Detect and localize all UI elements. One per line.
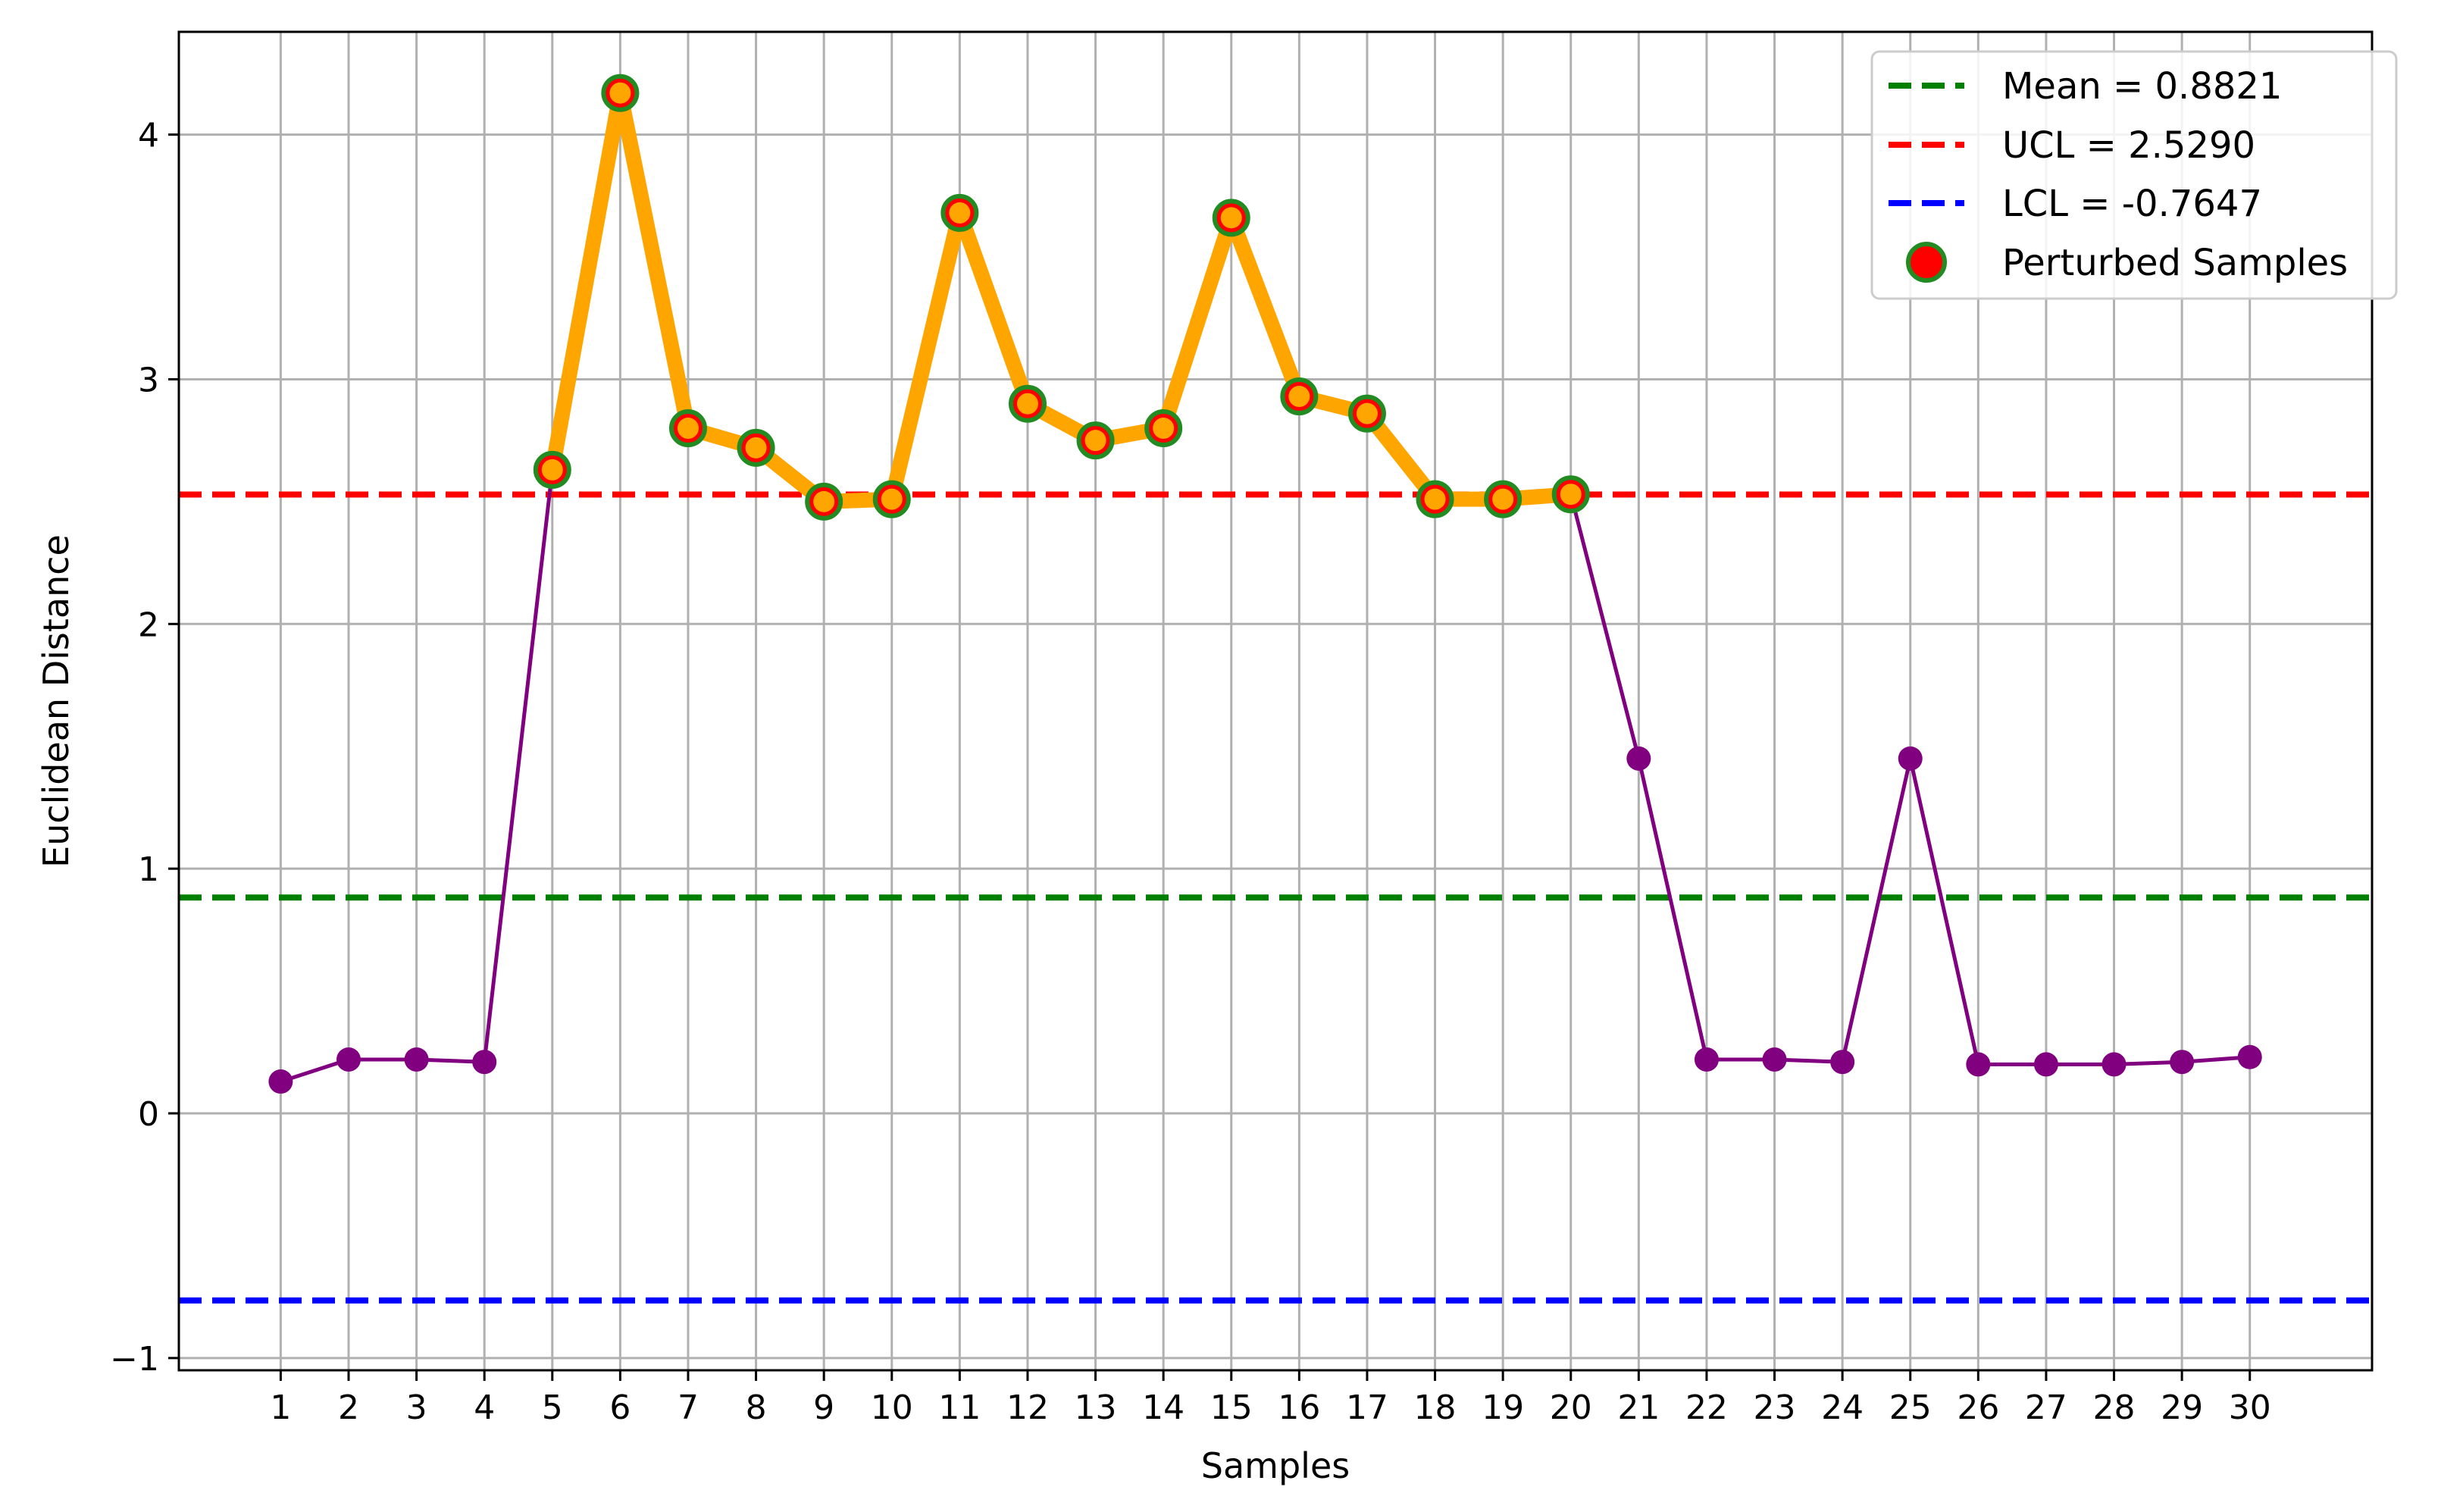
y-tick-label-0: 0: [138, 1095, 159, 1134]
perturbed-marker-fill-6: [609, 82, 631, 104]
x-tick-label-18: 18: [1414, 1388, 1457, 1427]
perturbed-marker-fill-9: [813, 490, 835, 512]
legend-box: [1870, 50, 2398, 300]
x-tick-label-14: 14: [1142, 1388, 1185, 1427]
x-tick-label-17: 17: [1346, 1388, 1388, 1427]
perturbed-marker-fill-13: [1084, 430, 1106, 452]
perturbed-marker-fill-14: [1153, 418, 1175, 440]
data-point-3: [404, 1047, 429, 1072]
y-tick-label--1: −1: [110, 1340, 159, 1379]
data-point-24: [1830, 1050, 1855, 1075]
data-series: [268, 74, 2262, 1094]
y-tick-label-2: 2: [138, 606, 159, 644]
x-tick-label-1: 1: [270, 1388, 291, 1427]
data-point-21: [1626, 746, 1651, 771]
x-tick-label-28: 28: [2093, 1388, 2136, 1427]
perturbed-marker-fill-15: [1220, 207, 1242, 229]
x-tick-label-7: 7: [678, 1388, 699, 1427]
perturbed-marker-fill-7: [677, 418, 699, 440]
plot-frame: [177, 30, 2374, 1372]
y-tick-label-3: 3: [138, 361, 159, 399]
data-point-22: [1694, 1047, 1719, 1072]
data-point-26: [1966, 1052, 1991, 1077]
legend-perturbed-samples-label: Perturbed Samples: [2002, 242, 2348, 284]
x-tick-label-8: 8: [746, 1388, 767, 1427]
x-tick-label-4: 4: [474, 1388, 495, 1427]
x-tick-label-5: 5: [542, 1388, 563, 1427]
legend-ucl-label: UCL = 2.5290: [2002, 124, 2255, 167]
legend-perturbed-samples-swatch: [1906, 242, 1947, 283]
legend-mean-label: Mean = 0.8821: [2002, 65, 2282, 108]
data-point-1: [268, 1069, 293, 1094]
perturbed-marker-fill-20: [1560, 484, 1582, 506]
data-point-29: [2170, 1050, 2195, 1075]
data-point-4: [472, 1050, 497, 1075]
x-tick-label-12: 12: [1006, 1388, 1049, 1427]
x-tick-label-21: 21: [1617, 1388, 1660, 1427]
y-tick-label-1: 1: [138, 850, 159, 889]
data-point-28: [2101, 1052, 2126, 1077]
legend: Mean = 0.8821 UCL = 2.5290 LCL = -0.7647 Pe…: [1870, 50, 2398, 300]
y-axis-label: Euclidean Distance: [36, 534, 77, 868]
x-tick-label-15: 15: [1210, 1388, 1253, 1427]
data-point-2: [336, 1047, 361, 1072]
x-tick-label-20: 20: [1550, 1388, 1592, 1427]
x-tick-label-3: 3: [406, 1388, 427, 1427]
perturbed-marker-fill-16: [1288, 386, 1310, 408]
x-tick-label-22: 22: [1685, 1388, 1728, 1427]
data-point-27: [2033, 1052, 2058, 1077]
axis-ticks: 1 2 3 4 5 6 7 8 9 10 11 12 13 14 15 16 17 18 19 20 21 22 23 24 2…: [110, 117, 2271, 1427]
data-point-30: [2237, 1044, 2262, 1069]
x-axis-label: Samples: [1201, 1445, 1350, 1486]
perturbed-marker-fill-11: [949, 202, 971, 224]
perturbed-marker-fill-17: [1356, 402, 1378, 424]
x-tick-label-30: 30: [2229, 1388, 2271, 1427]
data-point-23: [1762, 1047, 1787, 1072]
x-tick-label-13: 13: [1075, 1388, 1117, 1427]
perturbed-marker-fill-8: [745, 437, 767, 459]
x-tick-label-26: 26: [1957, 1388, 1999, 1427]
perturbed-marker-fill-18: [1424, 488, 1446, 510]
perturbed-marker-fill-10: [881, 488, 903, 510]
x-tick-label-10: 10: [871, 1388, 913, 1427]
x-tick-label-16: 16: [1278, 1388, 1320, 1427]
legend-lcl-label: LCL = -0.7647: [2002, 183, 2262, 225]
x-tick-label-25: 25: [1889, 1388, 1932, 1427]
x-tick-label-19: 19: [1482, 1388, 1524, 1427]
x-tick-label-9: 9: [813, 1388, 834, 1427]
perturbed-marker-fill-5: [541, 459, 563, 481]
x-tick-label-27: 27: [2025, 1388, 2067, 1427]
perturbed-marker-fill-12: [1016, 393, 1038, 415]
x-tick-label-24: 24: [1821, 1388, 1864, 1427]
x-tick-label-6: 6: [609, 1388, 631, 1427]
x-tick-label-2: 2: [338, 1388, 359, 1427]
data-point-25: [1898, 746, 1923, 771]
perturbed-marker-fill-19: [1492, 488, 1514, 510]
x-tick-label-11: 11: [938, 1388, 981, 1427]
perturbed-highlight-line: [544, 85, 1579, 509]
y-tick-label-4: 4: [138, 117, 159, 155]
x-tick-label-29: 29: [2161, 1388, 2203, 1427]
x-tick-label-23: 23: [1754, 1388, 1796, 1427]
